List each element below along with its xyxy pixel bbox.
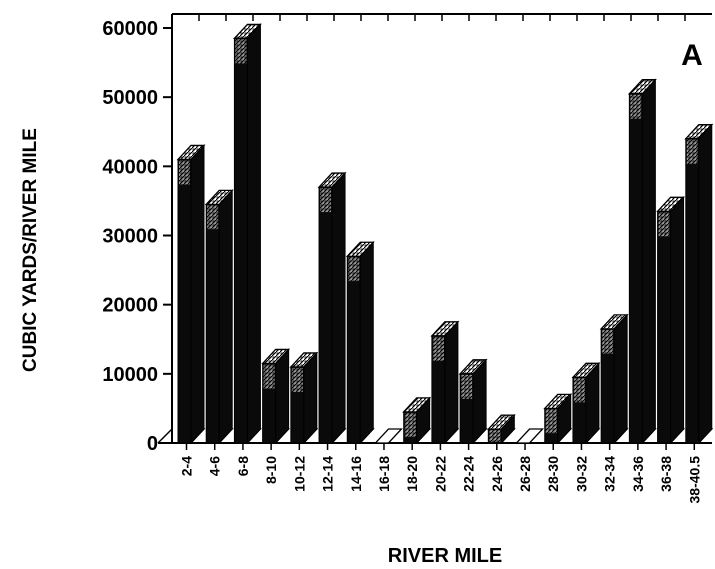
bar: [627, 78, 657, 445]
x-tick-label: 30-32: [573, 456, 589, 492]
x-tick-label: 36-38: [658, 456, 674, 492]
bar: [317, 171, 347, 445]
y-tick-label: 0: [147, 433, 158, 455]
bar: [486, 413, 516, 445]
x-tick-label: 12-14: [320, 456, 336, 492]
bar: [430, 320, 460, 445]
x-tick-label: 34-36: [630, 456, 646, 492]
x-tick-label: 28-30: [545, 456, 561, 492]
y-tick-label: 50000: [102, 87, 158, 109]
x-tick-label: 6-8: [235, 456, 251, 476]
bar: [684, 123, 714, 445]
x-tick-label: 2-4: [179, 456, 195, 476]
y-axis-title: CUBIC YARDS/RIVER MILE: [20, 128, 41, 372]
bar: [599, 313, 629, 445]
bar: [402, 396, 432, 445]
x-axis: 2-4 4-6 6-8 8-10 10-12 12-14 14-16 16-18 18-20 20…: [179, 443, 702, 504]
x-tick-label: 8-10: [263, 456, 279, 484]
bar: [543, 393, 573, 445]
y-axis: 0 10000 20000 30000 40000 50000 60000: [102, 18, 172, 455]
y-tick-label: 30000: [102, 226, 158, 248]
bar: [261, 348, 291, 445]
bar: [345, 240, 375, 445]
x-tick-label: 14-16: [348, 456, 364, 492]
bar: [373, 428, 403, 444]
y-tick-label: 40000: [102, 156, 158, 178]
bar: [176, 144, 206, 445]
x-tick-label: 4-6: [207, 456, 223, 476]
y-tick-label: 10000: [102, 364, 158, 386]
x-tick-label: 20-22: [432, 456, 448, 492]
x-axis-title: RIVER MILE: [388, 545, 502, 567]
x-tick-label: 38-40.5: [686, 456, 702, 504]
bar: [289, 351, 319, 445]
bar: [232, 23, 262, 445]
x-tick-label: 18-20: [404, 456, 420, 492]
x-tick-label: 26-28: [517, 456, 533, 492]
bar: [515, 428, 545, 444]
floor-edge: [157, 428, 173, 444]
panel-label: A: [681, 39, 703, 72]
bar: [458, 358, 488, 445]
bar: [571, 362, 601, 445]
x-tick-label: 10-12: [291, 456, 307, 492]
y-tick-label: 20000: [102, 295, 158, 317]
bar: [656, 196, 686, 445]
x-tick-label: 24-26: [489, 456, 505, 492]
bars: [176, 23, 714, 445]
x-tick-label: 22-24: [461, 456, 477, 492]
x-tick-label: 16-18: [376, 456, 392, 492]
y-tick-label: 60000: [102, 18, 158, 40]
bar: [204, 189, 234, 445]
x-tick-label: 32-34: [602, 456, 618, 492]
